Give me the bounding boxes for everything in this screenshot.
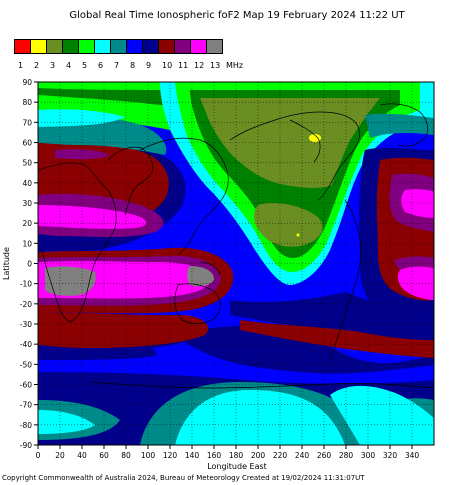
legend-swatch-13 xyxy=(206,39,223,54)
coastlines xyxy=(38,103,434,389)
x-tick-label: 140 xyxy=(185,451,200,460)
legend-label: 7 xyxy=(114,61,120,70)
y-tick-label: 60 xyxy=(22,139,32,148)
y-tick-label: 90 xyxy=(22,78,32,87)
y-tick-label: 10 xyxy=(22,239,32,248)
y-axis-label: Latitude xyxy=(2,247,11,280)
legend-label: 4 xyxy=(66,61,72,70)
y-tick-label: 70 xyxy=(22,118,32,127)
longitude-axis: 0 20 40 60 80 100 120 140 160 180 200 220 240 260 280 3… xyxy=(36,445,420,460)
x-tick-label: 260 xyxy=(317,451,332,460)
x-tick-label: 240 xyxy=(295,451,310,460)
legend-label: 12 xyxy=(194,61,205,70)
legend-label: 2 xyxy=(34,61,40,70)
x-tick-label: 340 xyxy=(405,451,420,460)
legend-label: 8 xyxy=(130,61,136,70)
y-tick-label: 40 xyxy=(22,179,32,188)
y-tick-label: -90 xyxy=(20,441,32,450)
x-tick-label: 180 xyxy=(229,451,244,460)
x-tick-label: 0 xyxy=(36,451,41,460)
legend-label: 5 xyxy=(82,61,88,70)
x-tick-label: 220 xyxy=(273,451,288,460)
x-tick-label: 20 xyxy=(55,451,65,460)
legend-label: 3 xyxy=(50,61,56,70)
y-tick-label: 0 xyxy=(27,260,32,269)
y-tick-label: 50 xyxy=(22,159,32,168)
legend-label: 6 xyxy=(98,61,104,70)
x-tick-label: 80 xyxy=(121,451,131,460)
y-tick-label: 80 xyxy=(22,98,32,107)
y-tick-label: -70 xyxy=(20,401,32,410)
legend-label: 11 xyxy=(178,61,189,70)
x-tick-label: 100 xyxy=(141,451,156,460)
x-tick-label: 60 xyxy=(99,451,109,460)
x-axis-label: Longitude East xyxy=(207,462,267,471)
x-tick-label: 320 xyxy=(383,451,398,460)
frequency-legend xyxy=(14,39,223,54)
y-tick-label: -20 xyxy=(20,300,32,309)
y-tick-label: 30 xyxy=(22,199,32,208)
legend-label: 9 xyxy=(146,61,152,70)
x-tick-label: 280 xyxy=(339,451,354,460)
y-tick-label: 20 xyxy=(22,219,32,228)
legend-label: 1 xyxy=(18,61,24,70)
x-tick-label: 40 xyxy=(77,451,87,460)
y-tick-label: -50 xyxy=(20,360,32,369)
legend-label: 10 xyxy=(162,61,173,70)
x-tick-label: 200 xyxy=(251,451,266,460)
y-tick-label: -80 xyxy=(20,421,32,430)
x-tick-label: 300 xyxy=(361,451,376,460)
latitude-axis: 90 80 70 60 50 40 30 20 10 0 -10 -20 -30 -40 -50 -60 -70… xyxy=(20,78,38,450)
legend-unit: MHz xyxy=(226,61,244,70)
x-tick-label: 160 xyxy=(207,451,222,460)
x-tick-label: 120 xyxy=(163,451,178,460)
y-tick-label: -30 xyxy=(20,320,32,329)
y-tick-label: -10 xyxy=(20,280,32,289)
y-tick-label: -40 xyxy=(20,340,32,349)
y-tick-label: -60 xyxy=(20,381,32,390)
map-title: Global Real Time Ionospheric foF2 Map 19… xyxy=(69,10,405,21)
contour-bands xyxy=(38,82,434,445)
footer-copyright: Copyright Commonwealth of Australia 2024… xyxy=(2,474,365,482)
legend-label: 13 xyxy=(210,61,221,70)
